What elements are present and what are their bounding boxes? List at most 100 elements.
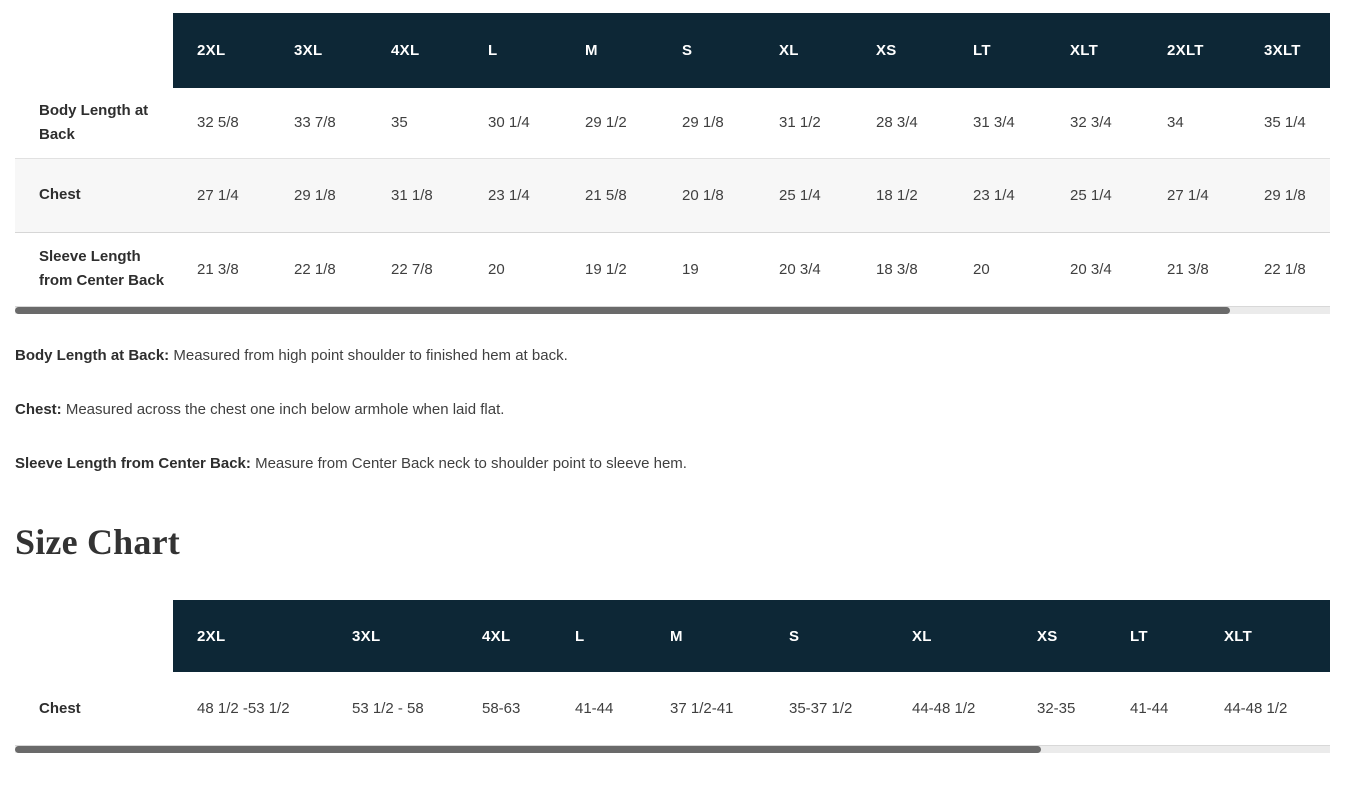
size-cell: 29 1/8 [658,88,755,159]
definition-description: Measured across the chest one inch below… [65,401,505,418]
definition-description: Measured from high point shoulder to fin… [173,347,568,364]
column-header-xlt: XLT [1200,600,1330,672]
column-header-xs: XS [852,13,949,88]
column-header-l: L [464,13,561,88]
size-cell: 31 1/8 [367,158,464,233]
size-cell: 20 3/4 [779,260,821,278]
column-header-lt: LT [1106,600,1200,672]
header-corner-cell [15,600,173,672]
size-cell: 27 1/4 [1143,158,1240,233]
size-cell: 22 1/8 [1264,260,1306,278]
size-cell: 22 1/8 [294,260,336,278]
size-cell: 22 7/8 [391,260,433,278]
size-cell: 31 3/4 [949,88,1046,159]
size-cell: 44-48 1/2 [912,700,976,717]
table-row-sleeve-length: Sleeve Length from Center Back 21 3/8 22… [15,232,1330,306]
size-chart-page: 2XL 3XL 4XL L M S XL XS LT XLT 2XLT 3XLT… [15,13,1333,753]
size-cell: 35 [367,88,464,159]
size-cell: 53 1/2 - 58 [352,700,424,717]
size-cell: 37 1/2-41 [670,700,734,717]
column-header-m: M [646,600,765,672]
size-cell: 29 1/2 [561,88,658,159]
size-cell: 30 1/4 [464,88,561,159]
column-header-m: M [561,13,658,88]
size-cell: 34 [1143,88,1240,159]
size-cell: 44-48 1/2 [1224,700,1288,717]
column-header-xlt: XLT [1046,13,1143,88]
size-cell: 31 1/2 [755,88,852,159]
definition-term: Chest: [15,401,62,418]
size-cell: 25 1/4 [755,158,852,233]
row-label: Body Length at Back [15,88,173,159]
measurement-table-header-row: 2XL 3XL 4XL L M S XL XS LT XLT 2XLT 3XLT [15,13,1330,88]
column-header-4xl: 4XL [367,13,464,88]
horizontal-scrollbar-thumb[interactable] [15,307,1231,314]
table-row-chest-range: Chest 48 1/2 -53 1/2 53 1/2 - 58 58-63 4… [15,672,1330,745]
size-cell: 21 3/8 [197,260,239,278]
size-cell: 25 1/4 [1046,158,1143,233]
column-header-4xl: 4XL [458,600,551,672]
column-header-lt: LT [949,13,1046,88]
definition-chest: Chest: Measured across the chest one inc… [15,398,1333,422]
column-header-2xl: 2XL [173,600,328,672]
size-cell: 18 1/2 [852,158,949,233]
column-header-2xlt: 2XLT [1143,13,1240,88]
column-header-2xl: 2XL [173,13,270,88]
column-header-xs: XS [1013,600,1106,672]
size-cell: 48 1/2 -53 1/2 [197,700,290,717]
definition-body-length: Body Length at Back: Measured from high … [15,344,1333,368]
row-label: Chest [15,158,173,233]
horizontal-scrollbar-thumb[interactable] [15,746,1041,753]
size-cell: 41-44 [1130,700,1169,717]
size-cell: 28 3/4 [852,88,949,159]
table-row-chest: Chest 27 1/4 29 1/8 31 1/8 23 1/4 21 5/8… [15,158,1330,233]
size-cell: 19 1/2 [585,260,627,278]
horizontal-scrollbar-track[interactable] [15,745,1330,753]
measurement-table: 2XL 3XL 4XL L M S XL XS LT XLT 2XLT 3XLT… [15,13,1330,306]
column-header-xl: XL [888,600,1013,672]
size-chart-table-container: 2XL 3XL 4XL L M S XL XS LT XLT Chest 48 … [15,600,1330,745]
column-header-3xl: 3XL [328,600,458,672]
size-cell: 32-35 [1037,700,1076,717]
size-cell: 20 1/8 [658,158,755,233]
size-cell: 29 1/8 [270,158,367,233]
column-header-l: L [551,600,646,672]
definition-term: Body Length at Back: [15,347,170,364]
definition-sleeve-length: Sleeve Length from Center Back: Measure … [15,452,1333,476]
size-cell: 41-44 [575,700,614,717]
definition-description: Measure from Center Back neck to shoulde… [255,455,687,472]
definition-term: Sleeve Length from Center Back: [15,455,251,472]
size-cell: 33 7/8 [270,88,367,159]
size-chart-header-row: 2XL 3XL 4XL L M S XL XS LT XLT [15,600,1330,672]
size-cell: 35-37 1/2 [789,700,853,717]
size-cell: 32 3/4 [1046,88,1143,159]
column-header-s: S [658,13,755,88]
size-cell: 32 5/8 [173,88,270,159]
table-row-body-length: Body Length at Back 32 5/8 33 7/8 35 30 … [15,88,1330,159]
size-cell: 58-63 [482,700,521,717]
size-cell: 20 [973,260,990,278]
size-cell: 23 1/4 [464,158,561,233]
row-label: Chest [39,699,81,717]
column-header-3xl: 3XL [270,13,367,88]
size-chart-heading: Size Chart [15,522,180,562]
size-chart-table: 2XL 3XL 4XL L M S XL XS LT XLT Chest 48 … [15,600,1330,745]
horizontal-scrollbar-track[interactable] [15,306,1330,314]
measurement-definitions: Body Length at Back: Measured from high … [15,344,1333,476]
column-header-xl: XL [755,13,852,88]
size-cell: 19 [682,260,699,278]
measurement-table-container: 2XL 3XL 4XL L M S XL XS LT XLT 2XLT 3XLT… [15,13,1330,306]
size-cell: 23 1/4 [949,158,1046,233]
size-cell: 35 1/4 [1240,88,1330,159]
size-cell: 20 3/4 [1070,260,1112,278]
size-cell: 21 3/8 [1167,260,1209,278]
size-cell: 18 3/8 [876,260,918,278]
row-label: Sleeve Length from Center Back [39,248,165,290]
header-corner-cell [15,13,173,88]
size-cell: 27 1/4 [173,158,270,233]
size-cell: 20 [488,260,505,278]
size-cell: 29 1/8 [1240,158,1330,233]
size-cell: 21 5/8 [561,158,658,233]
column-header-3xlt: 3XLT [1240,13,1330,88]
column-header-s: S [765,600,888,672]
